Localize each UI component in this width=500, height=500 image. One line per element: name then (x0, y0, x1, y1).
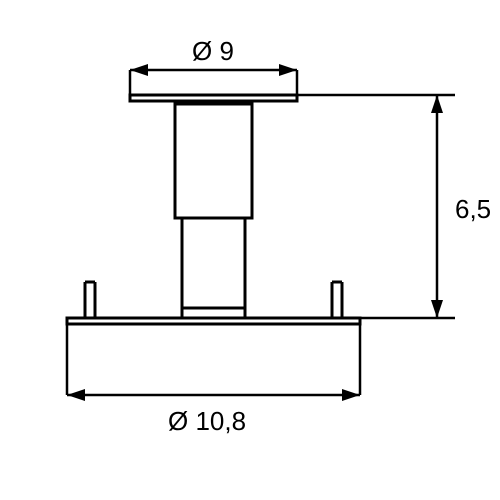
arrowhead (431, 95, 443, 113)
cylinder-upper (175, 104, 252, 218)
bezel (67, 318, 360, 324)
arrowhead (431, 300, 443, 318)
arrowhead (279, 64, 297, 76)
dim-top-label: Ø 9 (192, 36, 234, 66)
top-flange (130, 95, 297, 101)
dim-right-label: 6,5 (455, 194, 491, 224)
dim-bot-label: Ø 10,8 (168, 406, 246, 436)
arrowhead (67, 389, 85, 401)
technical-drawing: Ø 9 Ø 10,8 6,5 (0, 0, 500, 500)
arrowhead (130, 64, 148, 76)
arrowhead (342, 389, 360, 401)
